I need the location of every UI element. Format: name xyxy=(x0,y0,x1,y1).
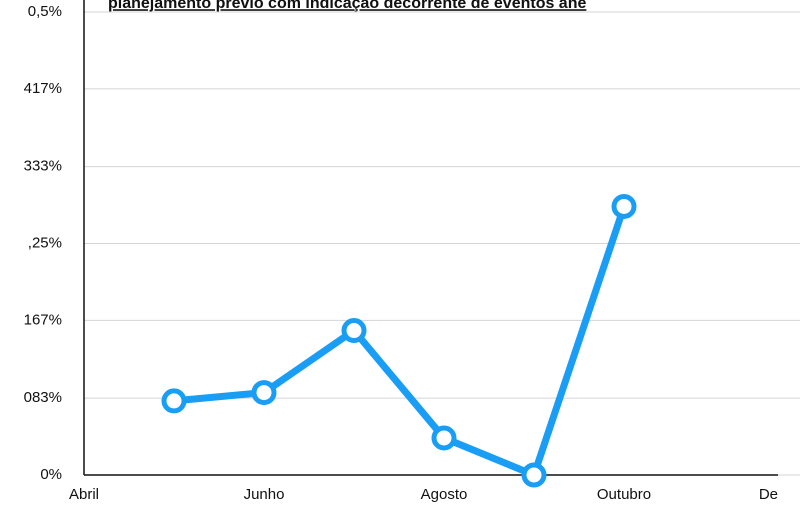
chart-title: planejamento prévio com indicação decorr… xyxy=(108,0,586,12)
point xyxy=(341,318,367,344)
y-tick-label: 333% xyxy=(24,158,62,175)
y-tick-label: 083% xyxy=(24,389,62,406)
point xyxy=(521,462,547,488)
point xyxy=(251,380,277,406)
x-tick-label: Outubro xyxy=(597,486,651,503)
y-tick-label: ,25% xyxy=(28,234,62,251)
point xyxy=(431,425,457,451)
y-tick-label: 0,5% xyxy=(28,3,62,20)
y-tick-label: 167% xyxy=(24,311,62,328)
line xyxy=(170,202,628,479)
y-tick-label: 0% xyxy=(40,466,62,483)
x-tick-label: Agosto xyxy=(421,486,468,503)
point xyxy=(611,193,637,219)
x-tick-label: Abril xyxy=(69,486,99,503)
point xyxy=(161,388,187,414)
y-tick-label: 417% xyxy=(24,80,62,97)
x-tick-label: De xyxy=(759,486,778,503)
x-tick-label: Junho xyxy=(244,486,285,503)
